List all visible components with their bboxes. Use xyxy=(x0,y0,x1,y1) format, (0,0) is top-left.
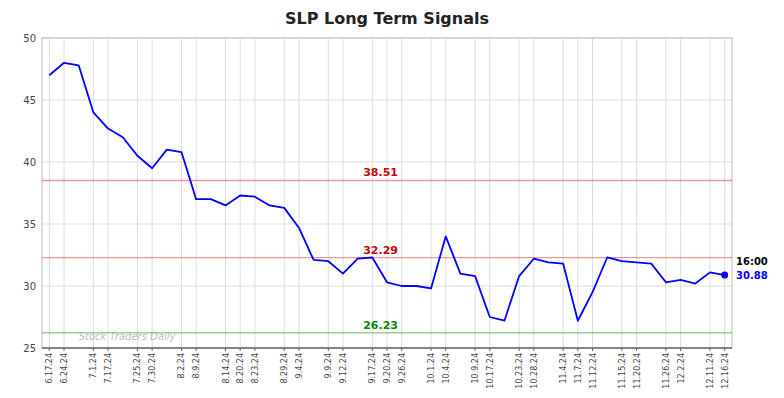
end-dot xyxy=(721,272,728,279)
x-grid-line xyxy=(284,38,285,348)
reference-label: 38.51 xyxy=(363,166,398,179)
y-tick-label: 25 xyxy=(23,343,36,354)
x-tick-label: 10.23.24 xyxy=(515,353,524,389)
x-grid-line xyxy=(137,38,138,348)
x-grid-line xyxy=(636,38,637,348)
x-tick-label: 11.7.24 xyxy=(574,353,583,384)
x-grid-line xyxy=(431,38,432,348)
x-tick-label: 12.11.24 xyxy=(706,353,715,389)
x-grid-line xyxy=(108,38,109,348)
x-tick-label: 12.16.24 xyxy=(721,353,730,389)
x-grid-line xyxy=(196,38,197,348)
x-tick-label: 8.29.24 xyxy=(280,353,289,384)
x-grid-line xyxy=(445,38,446,348)
reference-line xyxy=(42,257,732,258)
y-tick-label: 30 xyxy=(23,281,36,292)
x-grid-line xyxy=(64,38,65,348)
x-tick-label: 8.2.24 xyxy=(177,353,186,378)
x-grid-line xyxy=(49,38,50,348)
end-value-label: 30.88 xyxy=(736,270,768,281)
x-tick-label: 10.9.24 xyxy=(471,353,480,384)
x-tick-label: 8.20.24 xyxy=(236,353,245,384)
x-grid-line xyxy=(152,38,153,348)
x-tick-label: 10.17.24 xyxy=(486,353,495,389)
x-tick-label: 9.4.24 xyxy=(295,353,304,378)
x-grid-line xyxy=(577,38,578,348)
x-tick-label: 9.17.24 xyxy=(368,353,377,384)
x-tick-label: 8.23.24 xyxy=(251,353,260,384)
x-tick-label: 10.28.24 xyxy=(530,353,539,389)
x-grid-line xyxy=(240,38,241,348)
x-grid-line xyxy=(709,38,710,348)
x-grid-line xyxy=(475,38,476,348)
x-tick-label: 7.25.24 xyxy=(133,353,142,384)
x-tick-label: 11.15.24 xyxy=(618,353,627,389)
x-tick-label: 9.20.24 xyxy=(383,353,392,384)
x-grid-line xyxy=(724,38,725,348)
x-tick-label: 6.24.24 xyxy=(60,353,69,384)
x-grid-line xyxy=(328,38,329,348)
x-grid-line xyxy=(225,38,226,348)
y-tick-label: 35 xyxy=(23,219,36,230)
y-tick-label: 50 xyxy=(23,33,36,44)
watermark: Stock Traders Daily xyxy=(79,331,177,342)
x-tick-label: 9.12.24 xyxy=(339,353,348,384)
y-tick-label: 45 xyxy=(23,95,36,106)
plot-area xyxy=(42,63,732,333)
x-tick-label: 8.14.24 xyxy=(222,353,231,384)
x-grid-line xyxy=(372,38,373,348)
x-grid-line xyxy=(680,38,681,348)
price-line xyxy=(49,63,724,321)
x-grid-line xyxy=(665,38,666,348)
x-tick-label: 7.17.24 xyxy=(104,353,113,384)
x-axis-line xyxy=(42,347,732,348)
x-tick-label: 7.1.24 xyxy=(89,353,98,378)
x-tick-label: 6.17.24 xyxy=(45,353,54,384)
x-tick-label: 11.26.24 xyxy=(662,353,671,389)
x-grid-line xyxy=(533,38,534,348)
x-grid-line xyxy=(387,38,388,348)
x-tick-label: 8.9.24 xyxy=(192,353,201,378)
x-tick-label: 7.30.24 xyxy=(148,353,157,384)
end-time-label: 16:00 xyxy=(736,256,768,267)
reference-label: 26.23 xyxy=(363,319,398,332)
y-tick-label: 40 xyxy=(23,157,36,168)
x-grid-line xyxy=(489,38,490,348)
x-tick-label: 11.4.24 xyxy=(559,353,568,384)
x-grid-line xyxy=(181,38,182,348)
x-grid-line xyxy=(93,38,94,348)
chart: SLP Long Term Signals 25 30 35 40 45 50 6.17.24… xyxy=(0,0,784,398)
x-grid-line xyxy=(342,38,343,348)
x-grid-line xyxy=(401,38,402,348)
reference-label: 32.29 xyxy=(363,244,398,257)
x-tick-label: 12.2.24 xyxy=(677,353,686,384)
y-grid-line xyxy=(42,348,732,349)
plot-frame xyxy=(42,38,732,348)
x-tick-label: 11.20.24 xyxy=(633,353,642,389)
x-grid-line xyxy=(621,38,622,348)
x-tick-label: 9.26.24 xyxy=(398,353,407,384)
x-grid-line xyxy=(592,38,593,348)
title: SLP Long Term Signals xyxy=(285,9,489,28)
x-tick-label: 9.9.24 xyxy=(324,353,333,378)
x-grid-line xyxy=(563,38,564,348)
reference-line xyxy=(42,180,732,181)
x-tick-label: 11.12.24 xyxy=(589,353,598,389)
x-tick-label: 10.1.24 xyxy=(427,353,436,384)
x-tick-label: 10.4.24 xyxy=(442,353,451,384)
x-grid-line xyxy=(254,38,255,348)
x-grid-line xyxy=(519,38,520,348)
x-grid-line xyxy=(298,38,299,348)
